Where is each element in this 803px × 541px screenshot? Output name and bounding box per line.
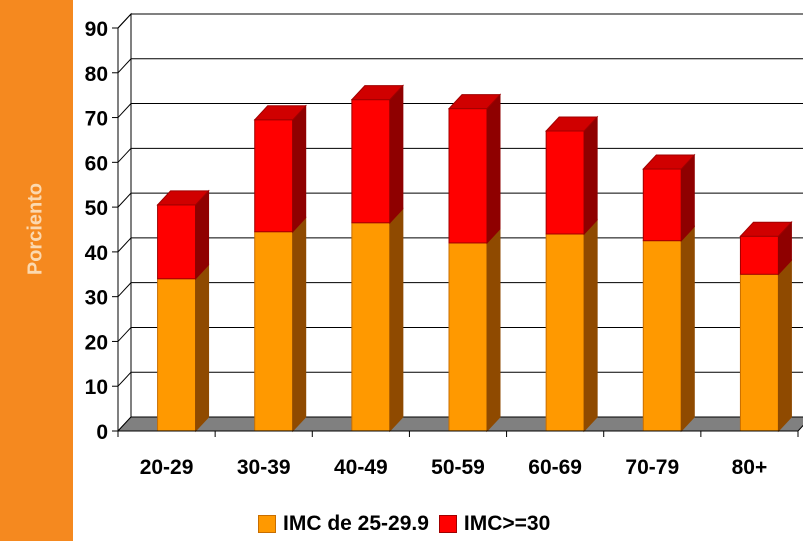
legend-item-series-1: IMC de 25-29.9 <box>258 512 429 536</box>
side-wall <box>117 12 132 433</box>
x-tick-label: 50-59 <box>431 456 485 479</box>
y-tick-label: 20 <box>85 331 108 354</box>
y-tick-label: 40 <box>85 242 108 265</box>
y-tick-label: 80 <box>85 63 108 86</box>
gridline <box>117 13 803 29</box>
y-axis-ticks: 0 10 20 30 40 50 60 70 80 90 <box>85 18 119 444</box>
bar-front <box>254 119 294 233</box>
bar-top <box>642 154 696 170</box>
bar-70-79-series-1 <box>642 225 695 433</box>
bar-front <box>351 99 391 224</box>
gridline <box>117 103 803 118</box>
side-band <box>0 0 73 541</box>
bar-side <box>195 263 210 433</box>
bar-top <box>253 105 307 121</box>
y-tick-label: 50 <box>85 197 108 220</box>
bar-front <box>739 273 779 432</box>
bar-front <box>448 108 488 244</box>
x-tick-label: 80+ <box>732 456 768 479</box>
legend-swatch-series-1 <box>258 515 276 533</box>
bar-top <box>739 221 793 237</box>
bar-side <box>292 216 307 433</box>
bar-front <box>545 233 585 432</box>
bar-80+-series-2 <box>739 220 793 276</box>
bar-side <box>195 189 210 281</box>
bar-60-69-series-2 <box>544 115 599 236</box>
bar-front <box>642 240 682 432</box>
legend: IMC de 25-29.9 IMC>=30 <box>258 512 550 536</box>
y-tick-label: 90 <box>85 18 108 41</box>
y-tick-label: 70 <box>85 108 108 131</box>
bar-side <box>486 227 501 433</box>
bar-50-59-series-2 <box>447 93 502 245</box>
x-axis-ticks: 20-29 30-39 40-49 50-59 60-69 70-79 80+ <box>117 430 799 479</box>
bar-front <box>739 235 779 275</box>
bar-side <box>292 104 307 234</box>
bar-front <box>157 278 197 432</box>
bar-top <box>156 190 210 206</box>
bars <box>156 84 793 433</box>
gridline <box>117 58 803 74</box>
bar-front <box>254 231 294 432</box>
bar-top <box>447 94 502 110</box>
x-tick-label: 20-29 <box>140 456 194 479</box>
bar-side <box>486 93 501 245</box>
bar-side <box>680 225 695 433</box>
bar-40-49-series-2 <box>350 84 405 225</box>
bar-top <box>350 85 405 101</box>
bar-front <box>157 204 197 280</box>
legend-label-series-2: IMC>=30 <box>463 512 551 535</box>
bar-side <box>777 259 792 433</box>
bar-side <box>389 84 404 225</box>
bar-30-39-series-2 <box>253 104 307 234</box>
y-tick-label: 30 <box>85 287 108 310</box>
x-tick-label: 40-49 <box>334 456 388 479</box>
bar-side <box>680 153 695 242</box>
bar-side <box>583 218 598 433</box>
bar-70-79-series-2 <box>642 153 696 242</box>
y-tick-label: 60 <box>85 152 108 175</box>
bar-front <box>642 168 682 242</box>
bar-60-69-series-1 <box>545 218 598 433</box>
y-tick-label: 10 <box>85 376 108 399</box>
bar-top <box>544 116 599 132</box>
bar-40-49-series-1 <box>351 207 404 433</box>
bar-50-59-series-1 <box>448 227 501 433</box>
bar-30-39-series-1 <box>254 216 307 433</box>
legend-swatch-series-2 <box>438 515 457 533</box>
bar-front <box>448 242 488 432</box>
legend-item-series-2: IMC>=30 <box>438 512 551 536</box>
bar-20-29-series-2 <box>156 189 210 281</box>
bar-20-29-series-1 <box>157 263 210 433</box>
x-tick-label: 60-69 <box>528 456 582 479</box>
bar-front <box>545 130 585 235</box>
x-tick-label: 30-39 <box>237 456 291 479</box>
y-tick-label: 0 <box>96 421 108 444</box>
bar-side <box>389 207 404 433</box>
legend-label-series-1: IMC de 25-29.9 <box>283 512 429 535</box>
bar-side <box>583 115 598 236</box>
x-tick-label: 70-79 <box>625 456 679 479</box>
bar-80+-series-1 <box>739 259 792 433</box>
bar-front <box>351 222 391 432</box>
